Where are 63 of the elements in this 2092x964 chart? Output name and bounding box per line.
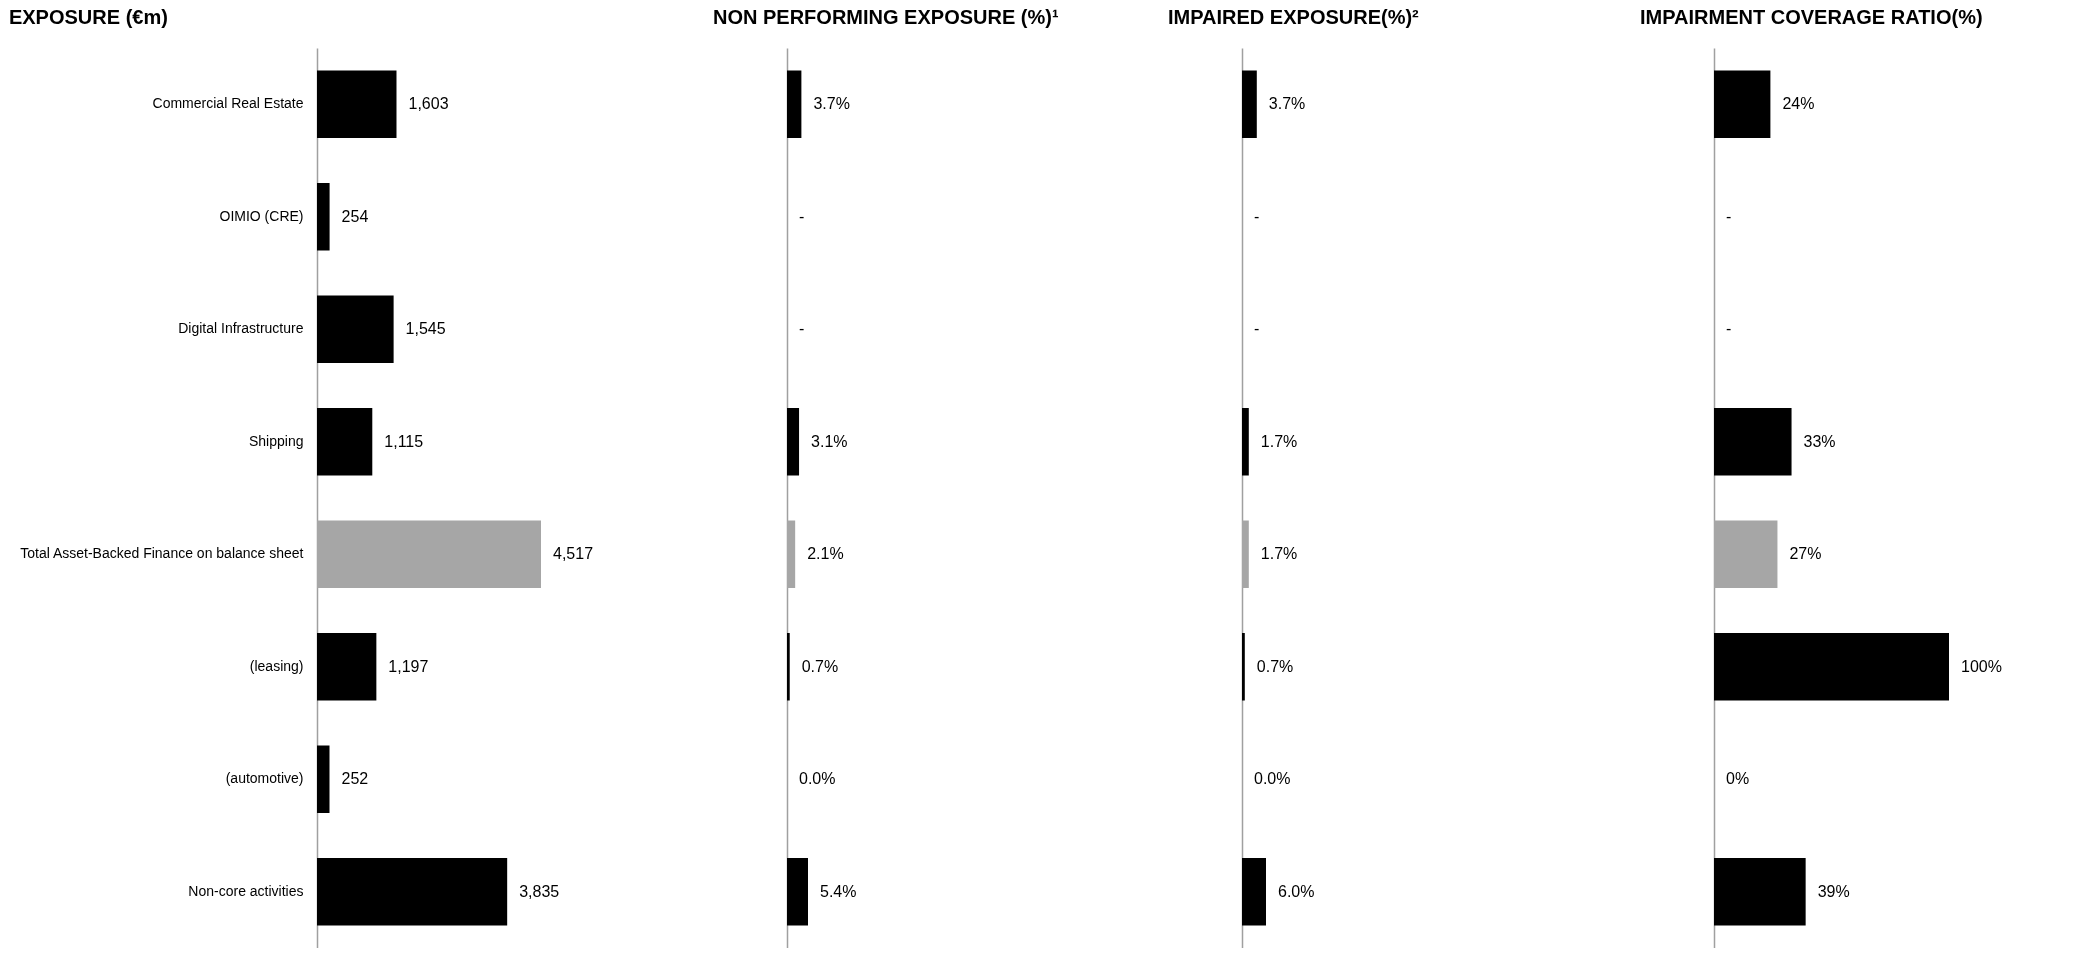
bar: [1714, 633, 1949, 701]
y-tick-label: (leasing): [249, 657, 304, 674]
data-label: 3.1%: [811, 432, 848, 450]
chart-title: IMPAIRMENT COVERAGE RATIO(%): [1640, 6, 1983, 28]
chart-title: IMPAIRED EXPOSURE(%)²: [1168, 6, 1420, 28]
bar: [317, 858, 508, 926]
data-label: 0%: [1726, 770, 1750, 788]
data-label: 252: [341, 770, 369, 788]
bar: [317, 745, 330, 813]
text: -: [799, 207, 805, 225]
text: -: [1254, 207, 1260, 225]
bar: [1714, 408, 1792, 476]
bar: [1714, 858, 1806, 926]
y-tick-label: Commercial Real Estate: [152, 95, 304, 112]
data-label: 4,517: [553, 545, 594, 563]
bar: [317, 295, 394, 363]
data-label: 0.7%: [801, 657, 839, 675]
data-label: 3.7%: [1268, 95, 1306, 113]
data-label: 1,545: [405, 320, 446, 338]
text: -: [1726, 320, 1732, 338]
data-label: 24%: [1782, 95, 1815, 113]
bar: [1714, 70, 1771, 138]
y-tick-label: Total Asset-Backed Finance on balance sheet: [20, 545, 304, 562]
data-label: 0.0%: [1254, 770, 1291, 788]
data-label: 3.7%: [813, 95, 850, 113]
bar: [787, 408, 800, 476]
text: -: [1726, 207, 1732, 225]
bar: [317, 633, 377, 701]
text: -: [799, 320, 805, 338]
data-label: 0.7%: [1256, 657, 1294, 675]
data-label: 39%: [1817, 882, 1850, 900]
text: -: [1254, 320, 1260, 338]
data-label: 3,835: [519, 882, 560, 900]
data-label: 6.0%: [1278, 882, 1315, 900]
text: NON PERFORMING EXPOSURE (%)¹: [713, 6, 1059, 28]
bar: [1242, 633, 1245, 701]
data-label: 1.7%: [1260, 432, 1298, 450]
bar: [1242, 858, 1266, 926]
data-label: 27%: [1789, 545, 1822, 563]
y-tick-label: Shipping: [249, 432, 304, 449]
bar: [787, 70, 802, 138]
bar: [1242, 70, 1257, 138]
bar: [1242, 408, 1249, 476]
data-label: 33%: [1803, 432, 1836, 450]
bar: [317, 183, 330, 251]
data-label: 1,603: [408, 95, 449, 113]
data-label: 1,115: [384, 432, 424, 450]
data-label: 1,197: [388, 657, 429, 675]
bar: [317, 408, 373, 476]
y-tick-label: Digital Infrastructure: [178, 320, 304, 337]
bar: [317, 70, 397, 138]
bar: [787, 858, 808, 926]
data-label: 2.1%: [807, 545, 844, 563]
data-label: 5.4%: [820, 882, 857, 900]
text: EXPOSURE (€m): [8, 6, 168, 28]
data-label: 1.7%: [1260, 545, 1298, 563]
data-label: 0.0%: [799, 770, 836, 788]
y-tick-label: (automotive): [225, 770, 304, 787]
y-tick-label: Non-core activities: [188, 882, 304, 899]
data-label: 254: [341, 207, 369, 225]
bar: [787, 633, 790, 701]
y-tick-label: OIMIO (CRE): [219, 207, 304, 224]
data-label: 100%: [1961, 657, 2002, 675]
